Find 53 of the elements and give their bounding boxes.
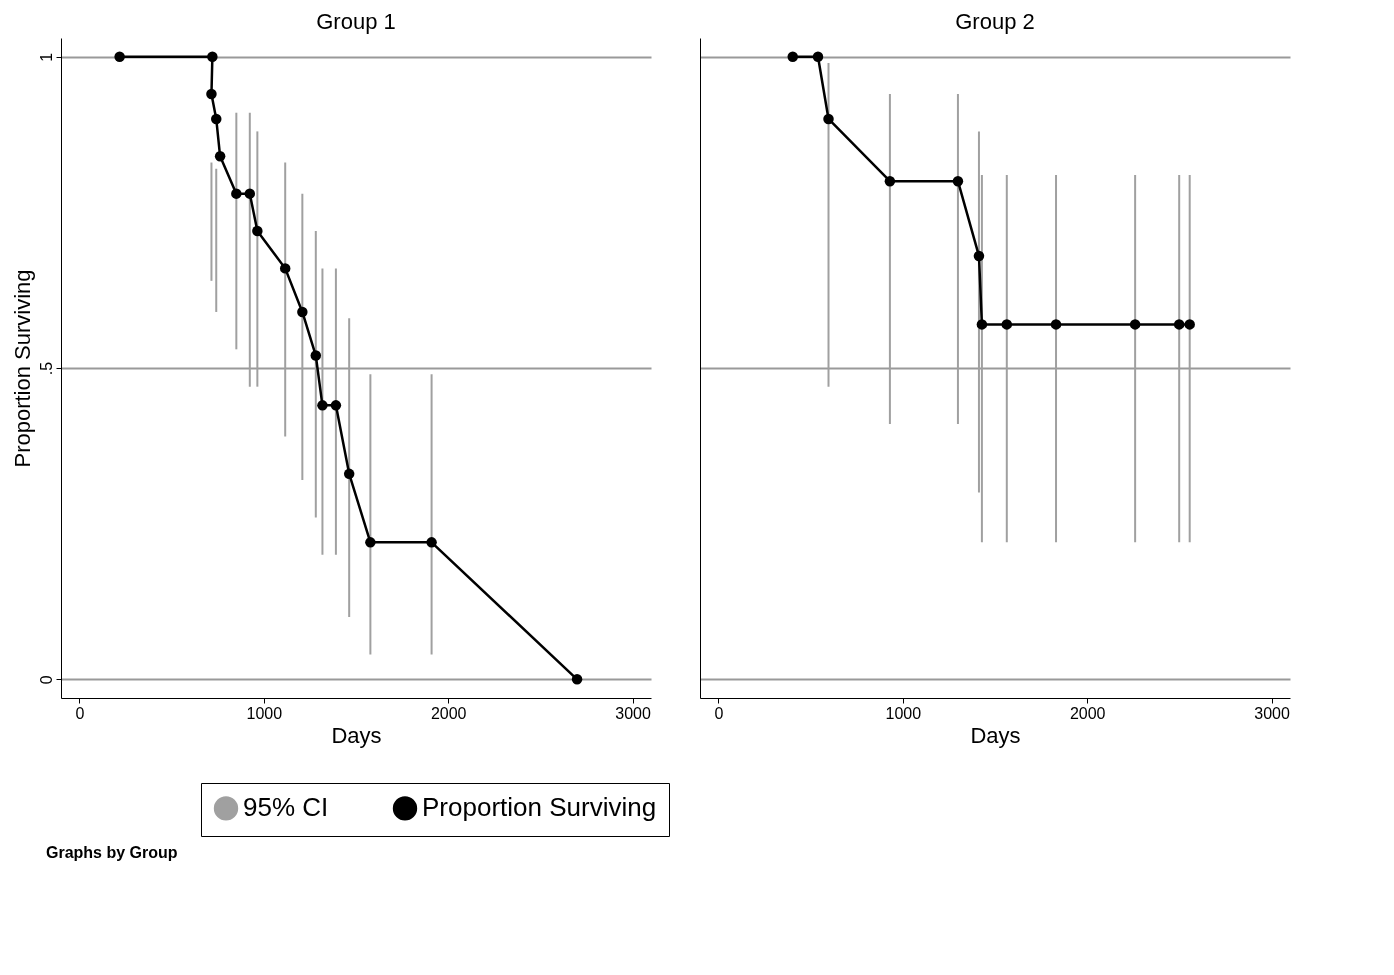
- point: [214, 151, 226, 162]
- chart-title: Group 1: [316, 9, 396, 34]
- point: [297, 306, 308, 318]
- point: [1050, 319, 1062, 330]
- y-tick-label: 0: [37, 675, 55, 685]
- point: [973, 250, 985, 262]
- point: [317, 400, 328, 411]
- x-tick-label: 0: [714, 704, 724, 722]
- x-tick-label: 2000: [430, 704, 467, 722]
- point: [244, 188, 256, 199]
- bar: [235, 112, 238, 350]
- point: [330, 400, 342, 411]
- x-tick-label: 3000: [615, 704, 651, 722]
- point: [812, 51, 824, 62]
- point: [884, 175, 896, 187]
- y-tick-label: .5: [37, 361, 55, 376]
- point: [426, 537, 437, 548]
- x-axis-title: Days: [970, 722, 1021, 748]
- x-tick-label: 0: [75, 704, 85, 722]
- point: [976, 319, 988, 330]
- point: [1001, 319, 1013, 330]
- point: [787, 51, 798, 62]
- point: [1129, 319, 1141, 330]
- point: [114, 51, 125, 62]
- x-tick-label: 1000: [885, 704, 922, 722]
- point: [343, 468, 355, 480]
- point: [1173, 319, 1185, 330]
- point: [365, 537, 376, 548]
- point: [231, 188, 242, 199]
- point: [571, 674, 583, 685]
- point: [823, 113, 834, 125]
- bar: [215, 168, 218, 312]
- y-axis-title: Proportion Surviving: [9, 269, 35, 468]
- legend-label: Proportion Surviving: [422, 792, 657, 823]
- y-tick-label: 1: [37, 52, 55, 62]
- point: [206, 88, 217, 100]
- text: Graphs by Group: [46, 844, 179, 862]
- point: [279, 263, 291, 274]
- bar: [369, 374, 372, 655]
- bar: [210, 162, 213, 281]
- bar: [430, 374, 433, 655]
- x-axis-title: Days: [331, 722, 382, 748]
- point: [952, 175, 964, 187]
- x-tick-label: 3000: [1254, 704, 1290, 722]
- point: [211, 113, 222, 125]
- point: [310, 350, 322, 361]
- x-tick-label: 1000: [246, 704, 283, 722]
- point: [252, 225, 263, 237]
- point: [1184, 319, 1195, 330]
- x-tick-label: 2000: [1069, 704, 1106, 722]
- legend-label: 95% CI: [243, 792, 329, 823]
- chart-title: Group 2: [955, 9, 1035, 34]
- point: [207, 51, 218, 62]
